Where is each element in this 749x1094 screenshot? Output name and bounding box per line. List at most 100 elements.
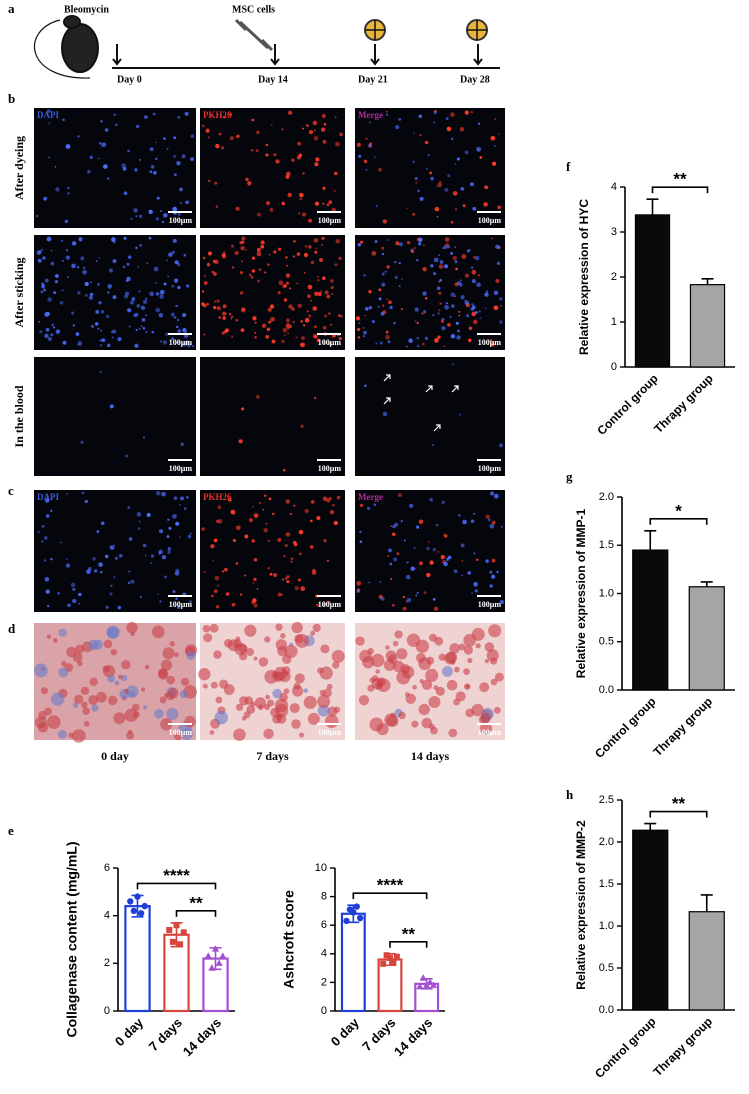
- cell-dot: [50, 261, 55, 266]
- cell-dot: [322, 186, 326, 190]
- tissue-blob: [88, 639, 99, 651]
- cell-dot: [219, 116, 222, 118]
- cell-dot: [475, 311, 478, 314]
- cell-dot: [130, 217, 133, 220]
- cell-dot: [334, 116, 337, 119]
- cell-dot: [124, 291, 130, 296]
- cell-dot: [454, 208, 458, 211]
- timepoint-label: 0 day: [101, 749, 129, 763]
- cell-dot: [452, 191, 458, 196]
- scale-bar-label: 100μm: [169, 600, 193, 609]
- cell-dot: [327, 600, 331, 604]
- cell-dot: [496, 261, 501, 265]
- cell-dot: [292, 321, 295, 324]
- tissue-blob: [359, 649, 372, 663]
- cell-dot: [338, 256, 342, 260]
- tissue-blob: [38, 710, 47, 720]
- cell-dot: [450, 251, 454, 255]
- micrograph: [200, 108, 345, 228]
- cell-dot: [112, 295, 117, 300]
- cell-dot: [216, 584, 219, 587]
- y-axis-label: Relative expression of MMP-2: [574, 820, 588, 990]
- data-point: [137, 910, 145, 917]
- tissue-blob: [479, 722, 493, 735]
- cell-dot: [458, 310, 461, 313]
- cell-dot: [222, 304, 227, 309]
- cell-dot: [308, 314, 312, 318]
- tissue-blob: [441, 666, 453, 677]
- cell-dot: [121, 163, 127, 169]
- cell-dot: [262, 508, 265, 511]
- cell-dot: [224, 567, 228, 572]
- cell-dot: [400, 307, 403, 311]
- cell-dot: [433, 121, 436, 124]
- cell-dot: [324, 290, 329, 295]
- cell-dot: [254, 336, 257, 339]
- scale-bar-label: 100μm: [478, 216, 502, 225]
- cell-dot: [231, 602, 236, 607]
- cell-dot: [171, 337, 175, 341]
- scale-bar-label: 100μm: [318, 464, 342, 473]
- cell-dot: [100, 329, 103, 332]
- tissue-blob: [324, 714, 339, 729]
- cell-dot: [45, 514, 50, 518]
- cell-dot: [229, 112, 233, 116]
- cell-dot: [231, 266, 235, 269]
- significance-bracket: [649, 810, 708, 818]
- cell-dot: [251, 118, 255, 122]
- cell-dot: [375, 342, 378, 345]
- tissue-blob: [396, 648, 408, 660]
- cell-dot: [245, 249, 247, 252]
- tissue-blob: [265, 694, 271, 700]
- cell-dot: [222, 251, 226, 254]
- panel-letter: h: [566, 787, 574, 802]
- cell-dot: [106, 343, 111, 348]
- cell-dot: [94, 322, 99, 326]
- cell-dot: [444, 304, 449, 310]
- cell-dot: [110, 545, 115, 550]
- cell-dot: [287, 332, 289, 335]
- cell-dot: [82, 269, 87, 275]
- cell-dot: [256, 212, 261, 217]
- cell-dot: [394, 522, 399, 527]
- cell-dot: [322, 496, 328, 502]
- cell-dot: [335, 141, 340, 147]
- cell-dot: [275, 159, 280, 164]
- y-tick-label: 6: [104, 862, 110, 874]
- cell-dot: [42, 256, 46, 260]
- cell-dot: [221, 570, 225, 573]
- cell-dot: [417, 189, 420, 193]
- cell-dot: [301, 212, 307, 217]
- cell-dot: [413, 546, 416, 550]
- cell-dot: [168, 253, 172, 257]
- cell-dot: [138, 327, 141, 330]
- cell-dot: [113, 576, 116, 579]
- tissue-blob: [253, 656, 258, 661]
- cell-dot: [458, 314, 461, 317]
- cell-dot: [45, 327, 50, 332]
- cell-dot: [173, 155, 176, 158]
- cell-dot: [234, 250, 239, 256]
- tissue-blob: [416, 652, 426, 663]
- cell-dot: [316, 516, 321, 521]
- cell-dot: [118, 553, 123, 558]
- cell-dot: [414, 320, 417, 322]
- cell-dot: [421, 312, 424, 315]
- y-tick-label: 1: [611, 316, 617, 328]
- tissue-blob: [58, 729, 67, 739]
- tissue-blob: [450, 659, 456, 665]
- tissue-blob: [463, 668, 470, 676]
- cell-dot: [496, 570, 499, 574]
- cell-dot: [462, 519, 467, 525]
- cell-dot: [149, 147, 154, 152]
- cell-dot: [177, 285, 181, 290]
- significance-label: **: [672, 794, 686, 813]
- cell-dot: [338, 336, 342, 341]
- cell-dot: [295, 336, 298, 339]
- significance-label: *: [675, 501, 682, 520]
- cell-dot: [40, 290, 44, 294]
- cell-dot: [177, 115, 181, 119]
- cell-dot: [302, 172, 305, 175]
- tissue-blob: [415, 639, 429, 653]
- cell-dot: [323, 122, 327, 126]
